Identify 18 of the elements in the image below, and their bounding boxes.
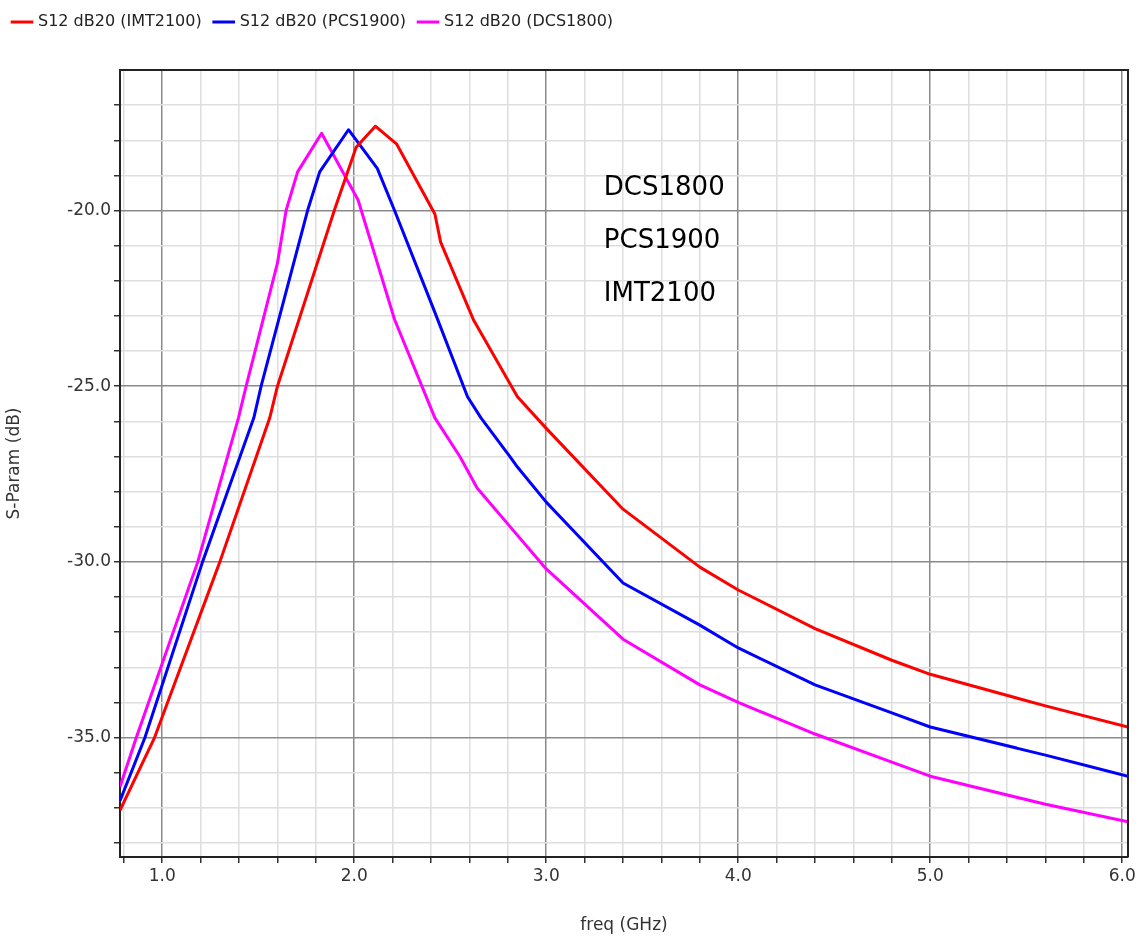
y-axis-title: S-Param (dB) (2, 407, 23, 520)
legend-label: S12 dB20 (PCS1900) (239, 11, 407, 31)
annotation: DCS1800 (603, 170, 725, 201)
y-tick-label: -35.0 (67, 725, 111, 746)
y-tick-label: -25.0 (67, 374, 111, 395)
annotation: IMT2100 (603, 276, 716, 307)
x-tick-label: 3.0 (532, 864, 560, 885)
x-tick-label: 4.0 (724, 864, 752, 885)
y-tick-label: -30.0 (67, 550, 111, 571)
legend-label: S12 dB20 (IMT2100) (38, 11, 202, 31)
x-axis-title: freq (GHz) (580, 914, 668, 935)
y-tick-label: -20.0 (67, 198, 111, 219)
x-tick-label: 1.0 (148, 864, 176, 885)
x-tick-label: 6.0 (1108, 864, 1136, 885)
x-tick-label: 2.0 (340, 864, 368, 885)
x-tick-label: 5.0 (916, 864, 944, 885)
legend-label: S12 dB20 (DCS1800) (444, 11, 614, 31)
annotation: PCS1900 (603, 223, 721, 254)
